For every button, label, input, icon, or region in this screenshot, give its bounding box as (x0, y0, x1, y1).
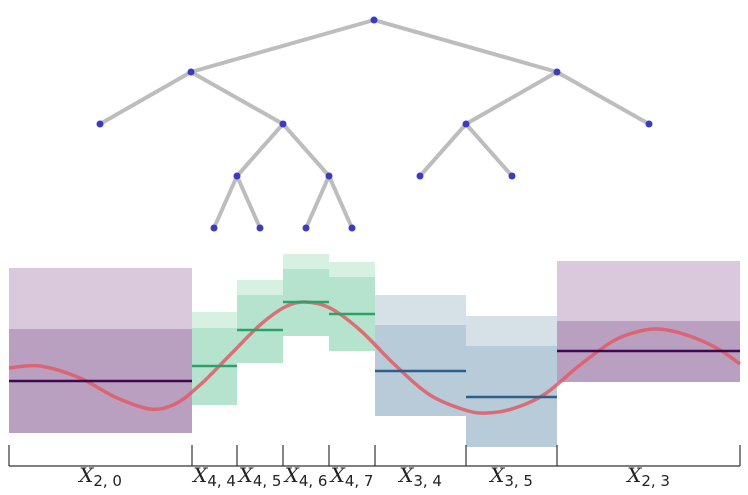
label-subscript: 4, 5 (253, 472, 282, 490)
label-subscript: 2, 0 (93, 472, 122, 490)
tree-node-L (187, 68, 195, 76)
tree-edge (189, 70, 285, 126)
label-subscript: 4, 4 (207, 472, 236, 490)
x-4-6-label: X4, 6 (283, 463, 328, 490)
label-base: X (625, 463, 642, 487)
tree-edge (212, 174, 239, 230)
tree-node-root (370, 16, 378, 24)
tree-node-RLL (416, 172, 424, 180)
target-function-curve (8, 300, 742, 415)
tree-edge (372, 18, 559, 74)
tree-edge (235, 122, 285, 178)
tree-edge (281, 122, 331, 178)
tree-node-LR (279, 120, 287, 128)
x-3-5-label: X3, 5 (488, 463, 533, 490)
tree-node-LRRR (348, 224, 356, 232)
x-4-5-label: X4, 5 (237, 463, 282, 490)
x-4-7-label: X4, 7 (329, 463, 374, 490)
label-base: X (488, 463, 505, 487)
tree-edge (555, 70, 651, 126)
label-subscript: 4, 7 (345, 472, 374, 490)
label-base: X (329, 463, 346, 487)
label-subscript: 3, 5 (504, 472, 533, 490)
label-subscript: 2, 3 (641, 472, 670, 490)
partition-axis (8, 445, 741, 467)
label-subscript: 3, 4 (413, 472, 442, 490)
region-labels: X2, 0 X4, 4 X4, 5 X4, 6 X4, 7 X3, 4 X3, 5 X2, 3 (77, 463, 670, 490)
region-mean-lines (9, 300, 740, 399)
tree-node-RL (462, 120, 470, 128)
tree-edge (327, 174, 354, 230)
tree-node-RR (645, 120, 653, 128)
sine-curve (8, 300, 742, 415)
x-4-4-label: X4, 4 (191, 463, 236, 490)
tree-edge (235, 174, 262, 230)
x-2-3-label: X2, 3 (625, 463, 670, 490)
tree-edge (464, 122, 514, 178)
label-base: X (237, 463, 254, 487)
label-base: X (397, 463, 414, 487)
tree-node-LRR (325, 172, 333, 180)
tree-edge (464, 70, 559, 126)
tree-edge (189, 18, 376, 74)
tree-edges (98, 18, 651, 230)
label-base: X (77, 463, 94, 487)
tree-nodes (96, 16, 653, 232)
x-3-4-label: X3, 4 (397, 463, 442, 490)
region-boxes (9, 254, 740, 447)
tree-edge (418, 122, 468, 178)
label-subscript: 4, 6 (299, 472, 328, 490)
label-base: X (191, 463, 208, 487)
tree-node-RLR (508, 172, 516, 180)
tree-edge (304, 174, 331, 230)
tree-node-LRRL (302, 224, 310, 232)
label-base: X (283, 463, 300, 487)
x-2-0-label: X2, 0 (77, 463, 122, 490)
tree-node-LL (96, 120, 104, 128)
tree-node-LRL (233, 172, 241, 180)
tree-node-R (553, 68, 561, 76)
tree-node-LRLR (256, 224, 264, 232)
tree-edge (98, 70, 193, 126)
tree-node-LRLL (210, 224, 218, 232)
